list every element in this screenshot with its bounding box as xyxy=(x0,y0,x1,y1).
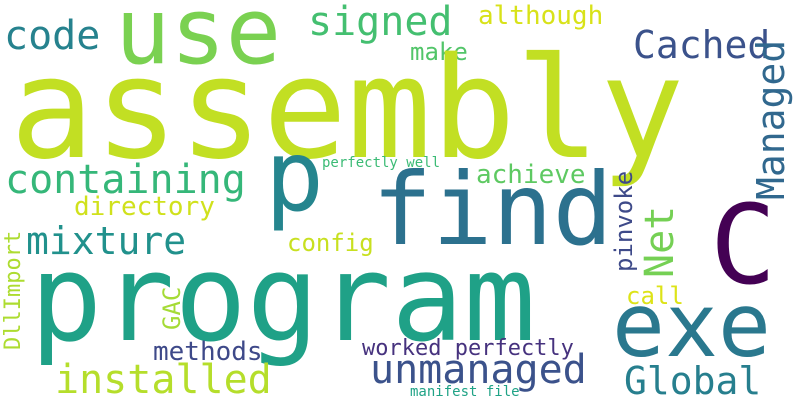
word-p: p xyxy=(265,120,325,234)
word-mixture: mixture xyxy=(26,219,187,263)
word-global: Global xyxy=(624,359,762,400)
word-perfectly-well: perfectly well xyxy=(322,155,441,171)
word-managed: Managed xyxy=(749,39,793,200)
word-assembly: assembly xyxy=(10,28,685,191)
word-gac: GAC xyxy=(158,286,186,330)
word-c: C xyxy=(710,181,777,309)
word-achieve: achieve xyxy=(476,160,586,190)
word-manifest-file: manifest file xyxy=(410,384,520,400)
word-worked-perfectly: worked perfectly xyxy=(362,336,574,361)
word-pinvoke: pinvoke xyxy=(610,170,638,272)
word-directory: directory xyxy=(74,192,215,222)
word-call: call xyxy=(626,282,684,310)
word-use: use xyxy=(115,0,282,85)
word-cached: Cached xyxy=(633,23,771,67)
word-dllimport: DllImport xyxy=(1,230,26,350)
word-config: config xyxy=(287,229,374,257)
word-unmanaged: unmanaged xyxy=(370,347,587,393)
word-net: Net xyxy=(637,205,683,278)
word-program: program xyxy=(30,230,536,369)
word-make: make xyxy=(410,38,468,66)
word-containing: containing xyxy=(5,157,246,203)
word-find: find xyxy=(372,151,613,268)
word-code: code xyxy=(4,13,101,59)
word-signed: signed xyxy=(308,0,453,45)
word-methods: methods xyxy=(153,337,263,367)
word-exe: exe xyxy=(612,274,771,377)
word-although: although xyxy=(478,1,604,31)
word-installed: installed xyxy=(55,357,272,400)
